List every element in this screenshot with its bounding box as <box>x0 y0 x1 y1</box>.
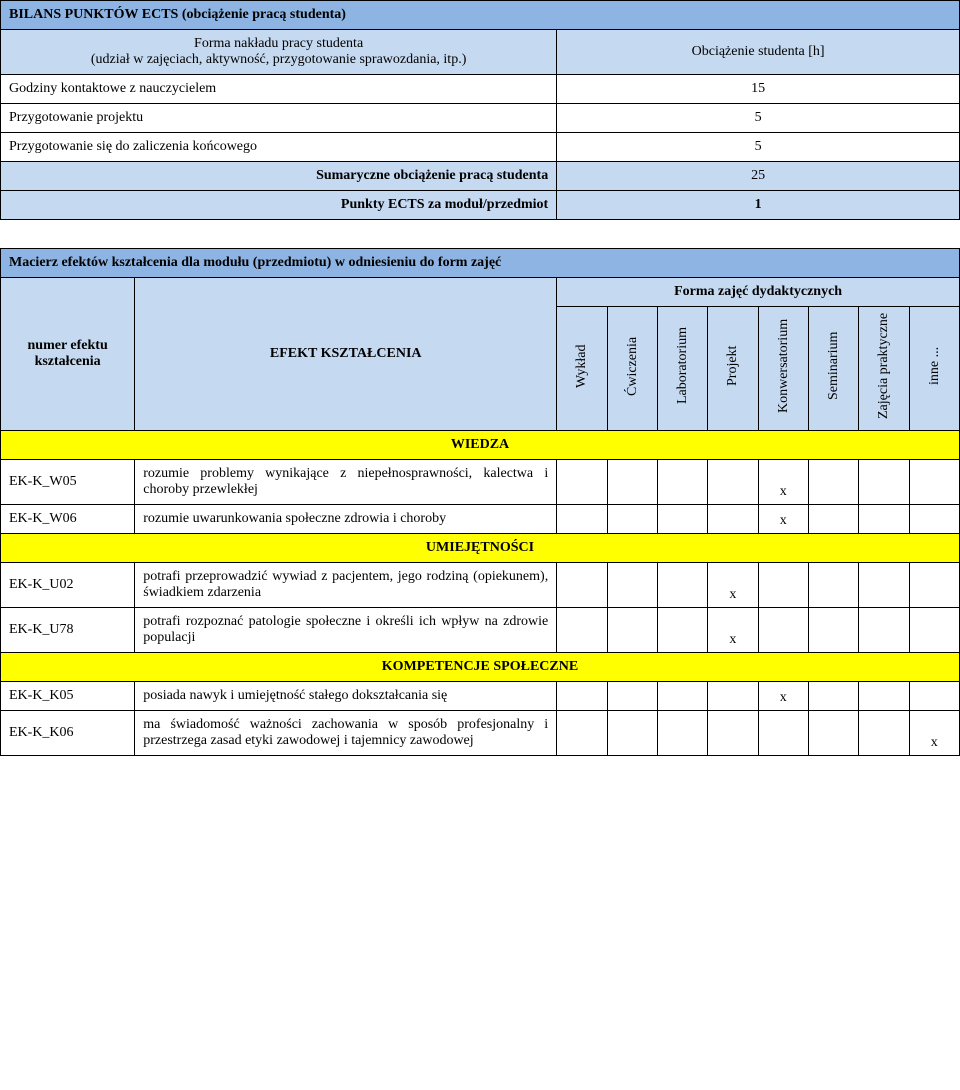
effect-mark <box>708 505 758 534</box>
matrix-col-header: Wykład <box>557 307 607 431</box>
effect-mark <box>808 505 858 534</box>
effect-mark <box>859 505 909 534</box>
effect-mark <box>909 563 959 608</box>
effect-mark <box>657 563 707 608</box>
effect-mark <box>607 711 657 756</box>
effect-mark <box>909 460 959 505</box>
effect-mark <box>557 505 607 534</box>
effect-mark <box>859 682 909 711</box>
effect-mark: x <box>708 608 758 653</box>
effect-desc: rozumie uwarunkowania społeczne zdrowia … <box>135 505 557 534</box>
effect-code: EK-K_U02 <box>1 563 135 608</box>
ects-sum-value: 25 <box>557 162 960 191</box>
effect-mark: x <box>758 505 808 534</box>
effect-mark <box>909 682 959 711</box>
matrix-section-header: KOMPETENCJE SPOŁECZNE <box>1 653 960 682</box>
effect-mark <box>557 711 607 756</box>
effect-mark <box>657 711 707 756</box>
effect-mark <box>758 608 808 653</box>
ects-form-label: Forma nakładu pracy studenta (udział w z… <box>1 30 557 75</box>
effect-mark: x <box>758 682 808 711</box>
effect-mark <box>607 460 657 505</box>
effect-mark <box>657 682 707 711</box>
ects-title: BILANS PUNKTÓW ECTS (obciążenie pracą st… <box>1 1 960 30</box>
matrix-title: Macierz efektów kształcenia dla modułu (… <box>1 249 960 278</box>
effect-mark <box>708 711 758 756</box>
ects-row-label: Godziny kontaktowe z nauczycielem <box>1 75 557 104</box>
effect-mark <box>859 563 909 608</box>
effect-mark <box>909 608 959 653</box>
effect-desc: ma świadomość ważności zachowania w spos… <box>135 711 557 756</box>
effect-mark: x <box>909 711 959 756</box>
effect-desc: potrafi przeprowadzić wywiad z pacjentem… <box>135 563 557 608</box>
effect-code: EK-K_W06 <box>1 505 135 534</box>
effect-mark <box>808 711 858 756</box>
effect-mark <box>657 460 707 505</box>
effect-mark <box>758 563 808 608</box>
ects-row-value: 5 <box>557 133 960 162</box>
matrix-section-header: WIEDZA <box>1 431 960 460</box>
effect-mark: x <box>758 460 808 505</box>
effect-mark <box>909 505 959 534</box>
matrix-col-header: Zajęcia praktyczne <box>859 307 909 431</box>
ects-row-label: Przygotowanie projektu <box>1 104 557 133</box>
effect-mark <box>808 682 858 711</box>
effect-mark <box>859 460 909 505</box>
matrix-section-header: UMIEJĘTNOŚCI <box>1 534 960 563</box>
effect-mark <box>859 608 909 653</box>
effect-mark <box>657 505 707 534</box>
effect-mark <box>557 608 607 653</box>
ects-sum-label: Sumaryczne obciążenie pracą studenta <box>1 162 557 191</box>
ects-row-label: Przygotowanie się do zaliczenia końcoweg… <box>1 133 557 162</box>
ects-pts-value: 1 <box>557 191 960 220</box>
effect-mark <box>758 711 808 756</box>
effect-mark <box>607 682 657 711</box>
matrix-col-header: Laboratorium <box>657 307 707 431</box>
matrix-table: Macierz efektów kształcenia dla modułu (… <box>0 248 960 756</box>
effect-mark <box>557 682 607 711</box>
effect-code: EK-K_W05 <box>1 460 135 505</box>
matrix-col-header: Projekt <box>708 307 758 431</box>
ects-load-label: Obciążenie studenta [h] <box>557 30 960 75</box>
effect-desc: rozumie problemy wynikające z niepełnosp… <box>135 460 557 505</box>
matrix-col-header: Ćwiczenia <box>607 307 657 431</box>
matrix-col-effect: EFEKT KSZTAŁCENIA <box>135 278 557 431</box>
effect-mark <box>708 682 758 711</box>
effect-desc: potrafi rozpoznać patologie społeczne i … <box>135 608 557 653</box>
ects-pts-label: Punkty ECTS za moduł/przedmiot <box>1 191 557 220</box>
effect-mark <box>808 608 858 653</box>
effect-mark: x <box>708 563 758 608</box>
effect-desc: posiada nawyk i umiejętność stałego doks… <box>135 682 557 711</box>
effect-mark <box>808 460 858 505</box>
effect-mark <box>657 608 707 653</box>
effect-code: EK-K_K05 <box>1 682 135 711</box>
ects-row-value: 15 <box>557 75 960 104</box>
effect-mark <box>557 563 607 608</box>
effect-mark <box>607 608 657 653</box>
effect-mark <box>708 460 758 505</box>
matrix-forms-label: Forma zajęć dydaktycznych <box>557 278 960 307</box>
effect-mark <box>557 460 607 505</box>
matrix-col-effect-num: numer efektu kształcenia <box>1 278 135 431</box>
effect-code: EK-K_K06 <box>1 711 135 756</box>
matrix-col-header: Konwersatorium <box>758 307 808 431</box>
effect-mark <box>607 563 657 608</box>
effect-code: EK-K_U78 <box>1 608 135 653</box>
ects-row-value: 5 <box>557 104 960 133</box>
ects-table: BILANS PUNKTÓW ECTS (obciążenie pracą st… <box>0 0 960 220</box>
effect-mark <box>859 711 909 756</box>
effect-mark <box>808 563 858 608</box>
matrix-col-header: inne ... <box>909 307 959 431</box>
matrix-col-header: Seminarium <box>808 307 858 431</box>
effect-mark <box>607 505 657 534</box>
